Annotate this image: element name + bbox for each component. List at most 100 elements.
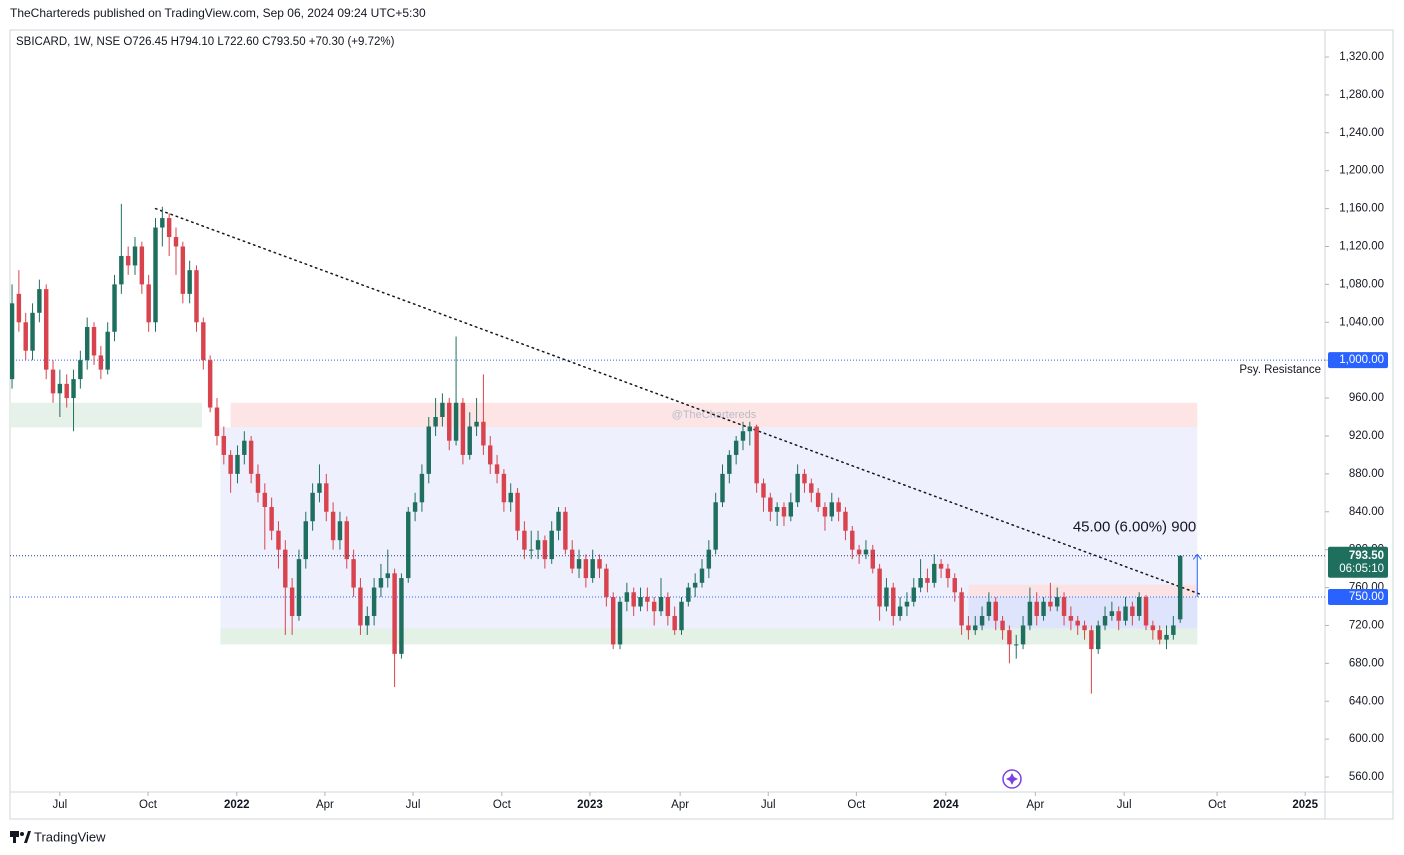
candle-body [98, 355, 104, 370]
candle-body [358, 587, 363, 626]
candle-body [822, 507, 828, 517]
candle-body [488, 445, 493, 465]
countdown: 06:05:10 [1339, 563, 1384, 575]
candle-body [406, 511, 411, 579]
candle-body [37, 289, 42, 313]
candle-body [1082, 625, 1087, 631]
y-tick-label: 880.00 [1349, 468, 1384, 480]
candle-body [105, 331, 110, 370]
candle-body [925, 578, 930, 583]
footer: TradingView [34, 829, 106, 844]
candle-body [71, 379, 76, 399]
candle-body [426, 426, 431, 474]
candle-body [1136, 597, 1142, 616]
x-tick-label: Apr [316, 799, 334, 811]
candle-body [433, 417, 438, 427]
candle-body [180, 246, 186, 294]
candle-body [276, 530, 281, 550]
candle-body [918, 578, 923, 588]
candle-body [863, 549, 869, 555]
level-badge-label: 1,000.00 [1339, 354, 1384, 366]
candle-body [201, 322, 206, 361]
candle-body [815, 492, 821, 508]
legend: SBICARD, 1W, NSE O726.45 H794.10 L722.60… [16, 36, 395, 48]
candle-body [733, 440, 739, 455]
y-tick-label: 720.00 [1349, 619, 1384, 631]
x-tick-label: 2025 [1292, 799, 1318, 811]
candle-body [64, 383, 69, 399]
y-tick-label: 1,240.00 [1339, 127, 1384, 139]
candle-body [378, 578, 384, 588]
candle-body [672, 615, 677, 631]
zone [968, 597, 1198, 629]
y-tick-label: 920.00 [1349, 430, 1384, 442]
event-icon[interactable] [1002, 769, 1022, 789]
candle-body [979, 615, 985, 626]
candle-body [624, 592, 630, 602]
candle-body [1095, 625, 1101, 650]
candle-body [986, 601, 992, 616]
candle-body [324, 483, 329, 512]
candle-body [658, 597, 664, 612]
y-tick-label: 600.00 [1349, 733, 1384, 745]
candle-body [1109, 611, 1115, 616]
candle-body [194, 270, 199, 323]
candle-body [317, 483, 322, 493]
candle-body [221, 435, 227, 455]
x-tick-label: Oct [493, 799, 512, 811]
y-tick-label: 1,320.00 [1339, 51, 1384, 63]
candle-body [829, 502, 835, 517]
candle-body [556, 511, 561, 531]
trendline [154, 207, 1204, 596]
candle-body [132, 246, 138, 266]
candle-body [412, 502, 418, 512]
candle-body [1171, 625, 1176, 635]
candle-body [754, 426, 759, 484]
candle-body [1068, 615, 1074, 621]
candle-body [897, 606, 903, 616]
candle-body [119, 255, 124, 285]
candle-body [727, 454, 732, 474]
candle-body [23, 322, 28, 351]
candle-body [508, 492, 513, 503]
candle-body [10, 303, 15, 380]
x-tick-label: Jul [53, 799, 68, 811]
candle-body [522, 530, 527, 550]
level-badge [1328, 589, 1388, 606]
candle-body [330, 511, 336, 541]
candle-body [440, 402, 445, 418]
event-icon-star [1006, 773, 1018, 785]
candle-body [993, 601, 998, 621]
candle-body [788, 502, 794, 517]
measure-arrowhead [1192, 553, 1202, 560]
candle-body [938, 563, 944, 569]
tv-logo [10, 831, 31, 843]
candle-body [597, 559, 602, 569]
candle-body [549, 530, 554, 560]
candle-body [139, 246, 145, 285]
candle-body [761, 483, 766, 498]
candle-body [843, 511, 848, 531]
candle-body [747, 426, 753, 432]
candle-body [255, 473, 261, 493]
candle-body [692, 582, 698, 588]
candle-body [419, 473, 425, 503]
candle-body [1007, 630, 1012, 645]
measure-label: 45.00 (6.00%) 900 [1073, 518, 1196, 535]
candle-body [481, 421, 486, 446]
y-tick-label: 560.00 [1349, 771, 1384, 783]
candle-body [884, 587, 889, 607]
candle-body [1102, 615, 1108, 626]
candle-body [740, 431, 746, 441]
candle-body [911, 587, 916, 602]
x-tick-label: Jul [1117, 799, 1132, 811]
candle-body [242, 440, 247, 455]
y-tick-label: 680.00 [1349, 657, 1384, 669]
candle-body [365, 615, 370, 626]
candle-body [713, 502, 718, 550]
candle-body [283, 549, 288, 588]
candle-body [385, 573, 390, 579]
candle-body [112, 284, 117, 332]
candle-body [50, 369, 56, 394]
candle-body [125, 255, 131, 266]
